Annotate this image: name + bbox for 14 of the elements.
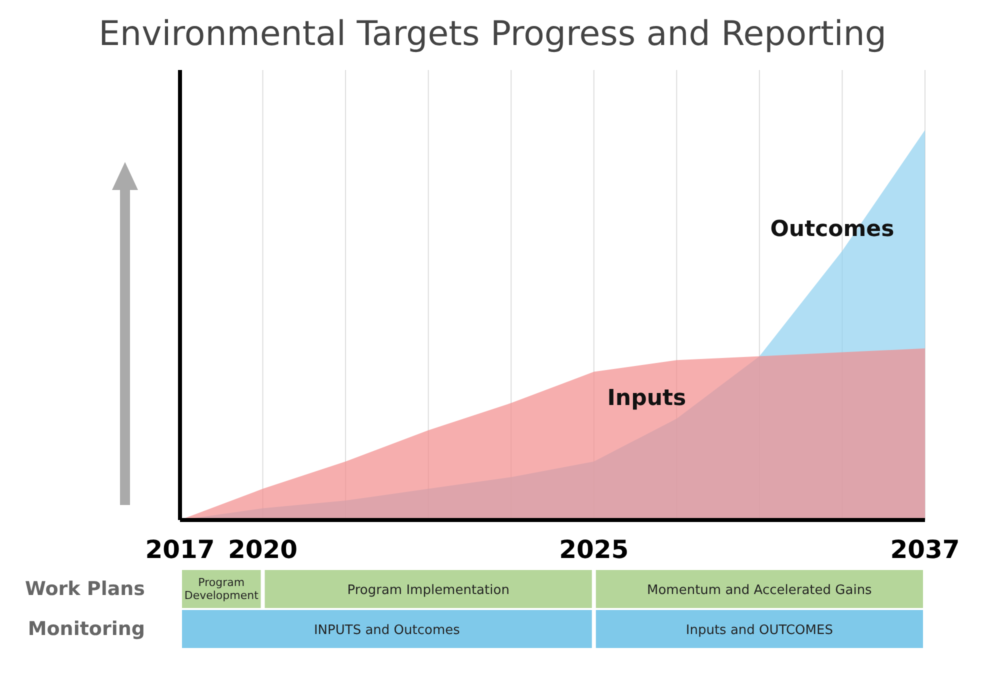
text: Program Development xyxy=(184,576,260,602)
series-label: Outcomes xyxy=(770,216,894,242)
text: Program Implementation xyxy=(347,583,510,598)
text: Momentum and Accelerated Gains xyxy=(647,583,872,598)
text: Monitoring xyxy=(28,618,145,640)
x-tick-label: 2037 xyxy=(890,535,960,564)
text: Inputs and OUTCOMES xyxy=(686,623,833,638)
x-tick-label: 2020 xyxy=(228,535,298,564)
chart-title: Environmental Targets Progress and Reporting xyxy=(98,14,886,54)
x-tick-label: 2017 xyxy=(145,535,215,564)
series-label: Inputs xyxy=(607,386,686,412)
text: Work Plans xyxy=(24,578,145,600)
text: INPUTS and Outcomes xyxy=(314,623,460,638)
x-tick-label: 2025 xyxy=(559,535,629,564)
